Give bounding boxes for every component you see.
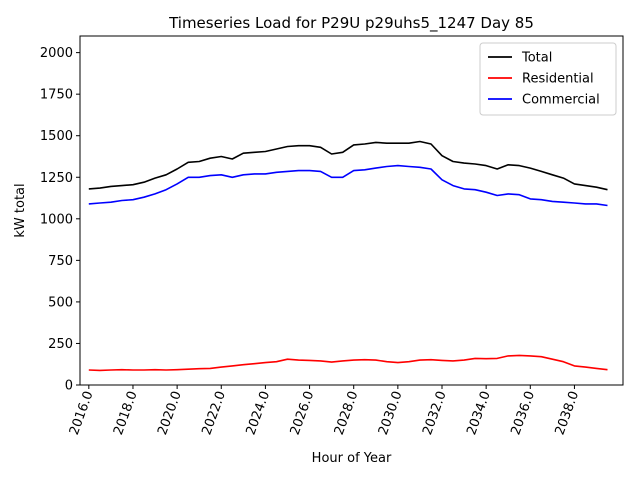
y-axis-label: kW total bbox=[13, 183, 28, 237]
legend-label-commercial: Commercial bbox=[522, 93, 600, 108]
x-axis-label: Hour of Year bbox=[312, 451, 392, 466]
y-tick-label: 1250 bbox=[40, 171, 73, 186]
y-tick-label: 1750 bbox=[40, 88, 73, 103]
series-group bbox=[88, 140, 608, 372]
y-tick-label: 250 bbox=[48, 337, 73, 352]
y-tick-label: 1000 bbox=[40, 212, 73, 227]
series-line-total bbox=[88, 140, 608, 191]
series-line-residential bbox=[88, 354, 608, 372]
y-tick-label: 0 bbox=[65, 379, 73, 394]
y-tick-label: 2000 bbox=[40, 46, 73, 61]
legend: Total Residential Commercial bbox=[479, 42, 617, 116]
y-tick-label: 750 bbox=[48, 254, 73, 269]
legend-label-total: Total bbox=[521, 51, 552, 66]
plot-area-frame bbox=[79, 35, 624, 386]
legend-label-residential: Residential bbox=[522, 72, 594, 87]
chart-title: Timeseries Load for P29U p29uhs5_1247 Da… bbox=[168, 14, 534, 33]
legend-box bbox=[479, 42, 617, 116]
y-tick-label: 1500 bbox=[40, 129, 73, 144]
y-tick-label: 500 bbox=[48, 295, 73, 310]
series-line-commercial bbox=[88, 164, 608, 207]
